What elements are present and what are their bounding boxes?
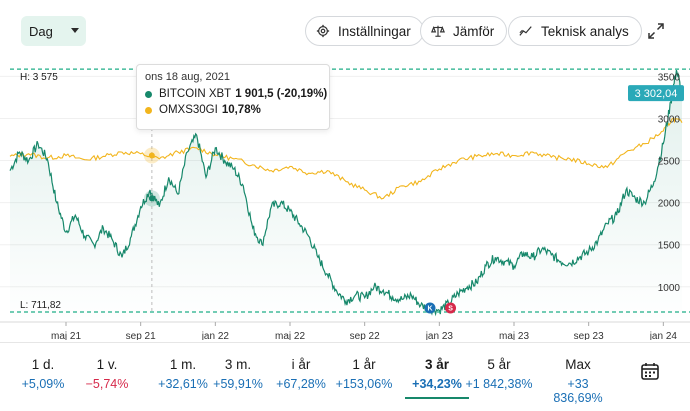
period-change: +153,06% bbox=[335, 377, 393, 391]
tooltip-row-compare: OMXS30GI 10,78% bbox=[145, 104, 321, 116]
period-change: +5,09% bbox=[21, 377, 65, 391]
period-label: 3 år bbox=[424, 357, 450, 372]
period-label: 1 v. bbox=[96, 357, 118, 372]
compare-button[interactable]: Jämför bbox=[420, 16, 508, 46]
price-chart[interactable]: H: 3 575 L: 711,82 K S 3 302,04 3500 3000… bbox=[0, 58, 690, 340]
compare-series-line bbox=[9, 116, 683, 200]
gear-icon bbox=[316, 24, 330, 38]
chart-toolbar: Dag Inställningar Jämför Teknis bbox=[0, 0, 690, 60]
period-label: 1 m. bbox=[169, 357, 197, 372]
calendar-icon[interactable] bbox=[640, 361, 660, 381]
x-tick-label: jan 24 bbox=[649, 331, 678, 340]
x-tick-label: sep 22 bbox=[350, 331, 380, 340]
period-label: 3 m. bbox=[224, 357, 252, 372]
hover-marker-primary bbox=[148, 195, 155, 202]
period-change: +32,61% bbox=[158, 377, 208, 391]
period-option[interactable]: 1 d. +5,09% bbox=[6, 357, 80, 391]
period-label: 1 år bbox=[352, 357, 376, 372]
tooltip-row-primary: BITCOIN XBT 1 901,5 (-20,19%) bbox=[145, 88, 327, 100]
y-tick-label: 2000 bbox=[658, 199, 681, 210]
trend-icon bbox=[519, 26, 532, 36]
x-tick-label: jan 22 bbox=[201, 331, 230, 340]
hover-marker-compare bbox=[148, 152, 155, 159]
period-selector: 1 d. +5,09% 1 v. −5,74% 1 m. +32,61% 3 m. +59,9… bbox=[0, 342, 690, 411]
scale-icon bbox=[431, 25, 445, 37]
event-marker-k-label: K bbox=[427, 306, 432, 313]
x-tick-label: sep 23 bbox=[574, 331, 604, 340]
series-dot-icon bbox=[145, 106, 152, 114]
period-change: −5,74% bbox=[85, 377, 129, 391]
last-value-text: 3 302,04 bbox=[635, 88, 678, 100]
primary-series-area bbox=[10, 70, 682, 322]
primary-series-line bbox=[9, 69, 683, 317]
interval-select-value: Dag bbox=[29, 23, 53, 39]
period-change: +59,91% bbox=[213, 377, 263, 391]
y-tick-label: 1500 bbox=[658, 241, 681, 252]
period-option[interactable]: i år +67,28% bbox=[264, 357, 338, 391]
period-label: Max bbox=[565, 357, 591, 372]
x-tick-label: jan 23 bbox=[425, 331, 454, 340]
settings-label: Inställningar bbox=[338, 23, 411, 39]
technical-analysis-button[interactable]: Teknisk analys bbox=[508, 16, 642, 46]
tooltip-date: ons 18 aug, 2021 bbox=[145, 71, 231, 83]
event-marker-k[interactable]: K bbox=[424, 302, 436, 314]
interval-select[interactable]: Dag bbox=[21, 16, 86, 46]
period-option[interactable]: 5 år +1 842,38% bbox=[462, 357, 536, 391]
period-option[interactable]: 3 år +34,23% bbox=[400, 357, 474, 399]
event-marker-s[interactable]: S bbox=[445, 302, 457, 314]
chart-tooltip: ons 18 aug, 2021 BITCOIN XBT 1 901,5 (-2… bbox=[136, 64, 330, 130]
tooltip-series-value: 1 901,5 (-20,19%) bbox=[235, 88, 328, 100]
y-tick-label: 3000 bbox=[658, 114, 681, 125]
period-label: 1 d. bbox=[31, 357, 55, 372]
x-tick-label: maj 21 bbox=[51, 331, 81, 340]
expand-icon[interactable] bbox=[647, 22, 665, 40]
period-option[interactable]: 1 år +153,06% bbox=[327, 357, 401, 391]
high-label: H: 3 575 bbox=[20, 72, 58, 83]
period-label: i år bbox=[291, 357, 311, 372]
period-label: 5 år bbox=[487, 357, 511, 372]
caret-down-icon bbox=[71, 28, 79, 33]
y-tick-label: 2500 bbox=[658, 157, 681, 168]
period-change: +1 842,38% bbox=[465, 377, 533, 391]
tooltip-series-value: 10,78% bbox=[221, 104, 261, 116]
y-tick-label: 3500 bbox=[658, 72, 681, 83]
period-option[interactable]: 3 m. +59,91% bbox=[201, 357, 275, 391]
settings-button[interactable]: Inställningar bbox=[305, 16, 424, 46]
period-change: +33 836,69% bbox=[553, 377, 603, 405]
technical-analysis-label: Teknisk analys bbox=[541, 23, 629, 39]
period-option[interactable]: 1 v. −5,74% bbox=[70, 357, 144, 391]
series-dot-icon bbox=[145, 90, 152, 98]
y-tick-label: 1000 bbox=[658, 283, 681, 294]
period-change: +34,23% bbox=[412, 377, 462, 391]
low-label: L: 711,82 bbox=[20, 300, 61, 311]
tooltip-series-name: OMXS30GI bbox=[159, 104, 218, 116]
event-marker-s-label: S bbox=[448, 306, 453, 313]
tooltip-series-name: BITCOIN XBT bbox=[159, 88, 232, 100]
x-tick-label: maj 22 bbox=[275, 331, 305, 340]
x-tick-label: maj 23 bbox=[499, 331, 529, 340]
period-change: +67,28% bbox=[276, 377, 326, 391]
compare-label: Jämför bbox=[453, 23, 495, 39]
period-option[interactable]: 1 m. +32,61% bbox=[146, 357, 220, 391]
x-tick-label: sep 21 bbox=[126, 331, 156, 340]
period-option[interactable]: Max +33 836,69% bbox=[541, 357, 615, 405]
last-value-badge: 3 302,04 bbox=[628, 85, 684, 102]
